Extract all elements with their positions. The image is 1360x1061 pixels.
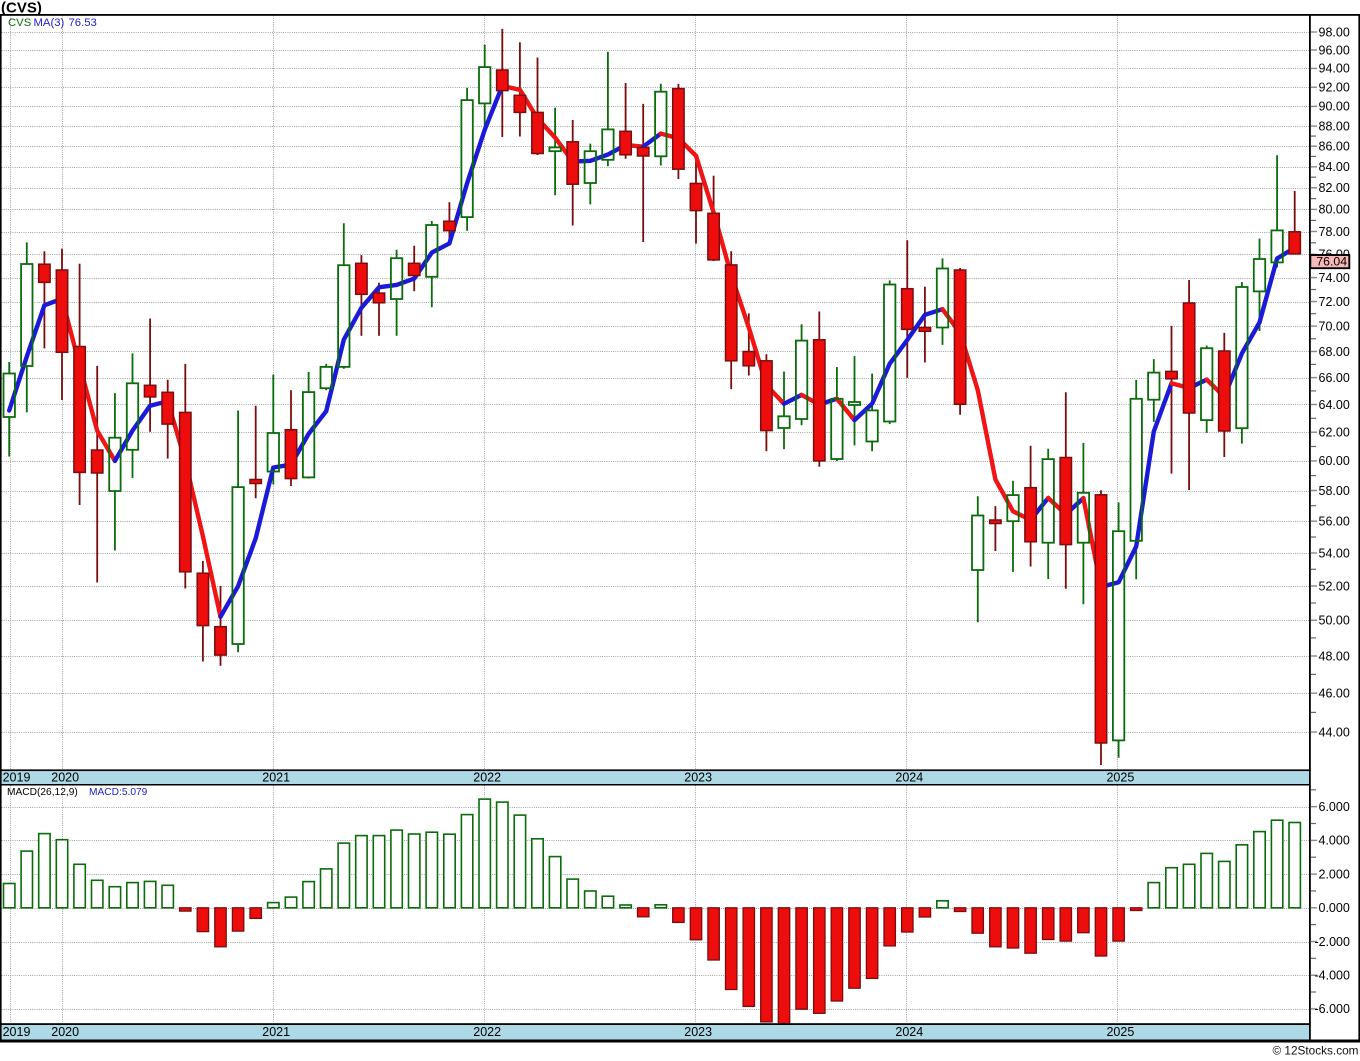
svg-text:© 12Stocks.com: © 12Stocks.com: [1272, 1043, 1358, 1056]
svg-text:2019: 2019: [3, 1025, 31, 1039]
svg-text:74.00: 74.00: [1319, 271, 1350, 285]
svg-text:(CVS): (CVS): [1, 0, 42, 17]
svg-text:2021: 2021: [262, 771, 290, 785]
svg-text:4.000: 4.000: [1319, 834, 1350, 848]
svg-text:-4.000: -4.000: [1315, 969, 1350, 983]
svg-text:48.00: 48.00: [1319, 649, 1350, 663]
svg-text:44.00: 44.00: [1319, 725, 1350, 739]
svg-text:2024: 2024: [895, 1025, 923, 1039]
svg-text:82.00: 82.00: [1319, 181, 1350, 195]
svg-text:0.000: 0.000: [1319, 901, 1350, 915]
svg-text:-2.000: -2.000: [1315, 935, 1350, 949]
svg-text:56.00: 56.00: [1319, 515, 1350, 529]
svg-text:2020: 2020: [51, 1025, 79, 1039]
svg-text:76.04: 76.04: [1316, 255, 1347, 269]
svg-text:86.00: 86.00: [1319, 140, 1350, 154]
svg-text:2025: 2025: [1106, 1025, 1134, 1039]
svg-text:90.00: 90.00: [1319, 100, 1350, 114]
svg-text:2021: 2021: [262, 1025, 290, 1039]
svg-text:2023: 2023: [684, 771, 712, 785]
svg-text:50.00: 50.00: [1319, 614, 1350, 628]
svg-text:68.00: 68.00: [1319, 345, 1350, 359]
svg-text:60.00: 60.00: [1319, 454, 1350, 468]
svg-text:92.00: 92.00: [1319, 81, 1350, 95]
svg-text:70.00: 70.00: [1319, 319, 1350, 333]
svg-text:2.000: 2.000: [1319, 867, 1350, 881]
svg-text:58.00: 58.00: [1319, 484, 1350, 498]
svg-text:2022: 2022: [473, 771, 501, 785]
svg-text:62.00: 62.00: [1319, 426, 1350, 440]
svg-text:-6.000: -6.000: [1315, 1002, 1350, 1016]
svg-text:96.00: 96.00: [1319, 43, 1350, 57]
svg-text:98.00: 98.00: [1319, 25, 1350, 39]
svg-text:54.00: 54.00: [1319, 546, 1350, 560]
svg-text:2025: 2025: [1106, 771, 1134, 785]
svg-text:84.00: 84.00: [1319, 160, 1350, 174]
svg-text:78.00: 78.00: [1319, 225, 1350, 239]
svg-text:2019: 2019: [3, 771, 31, 785]
svg-text:6.000: 6.000: [1319, 800, 1350, 814]
svg-text:88.00: 88.00: [1319, 119, 1350, 133]
svg-text:52.00: 52.00: [1319, 579, 1350, 593]
svg-text:MACD:5.079: MACD:5.079: [89, 787, 148, 798]
svg-text:94.00: 94.00: [1319, 62, 1350, 76]
svg-text:2023: 2023: [684, 1025, 712, 1039]
svg-text:2020: 2020: [51, 771, 79, 785]
svg-text:80.00: 80.00: [1319, 203, 1350, 217]
svg-text:64.00: 64.00: [1319, 398, 1350, 412]
svg-text:66.00: 66.00: [1319, 371, 1350, 385]
svg-text:46.00: 46.00: [1319, 687, 1350, 701]
svg-text:MACD(26,12,9): MACD(26,12,9): [7, 787, 78, 798]
svg-text:2024: 2024: [895, 771, 923, 785]
svg-text:72.00: 72.00: [1319, 295, 1350, 309]
svg-text:2022: 2022: [473, 1025, 501, 1039]
